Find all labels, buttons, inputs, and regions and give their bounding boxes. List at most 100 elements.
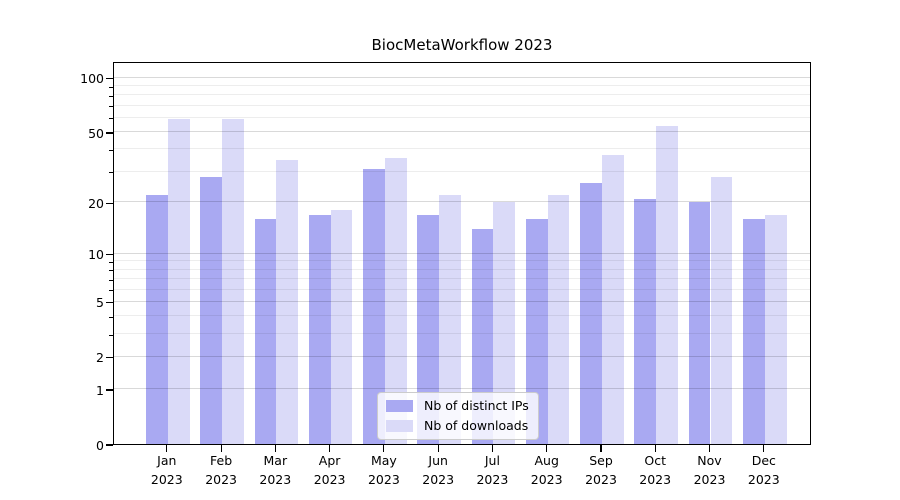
gridline-minor-8	[114, 268, 810, 270]
y-tick-label-100: 100	[80, 71, 104, 87]
gridline-major-10	[114, 252, 810, 254]
y-tick-mark-2	[106, 357, 113, 359]
gridline-minor-4	[114, 315, 810, 317]
x-tick-mark-may	[383, 445, 385, 452]
y-tick-mark-0	[106, 444, 113, 446]
legend-item-distinct-ips: Nb of distinct IPs	[386, 398, 529, 413]
x-tick-label-oct: Oct 2023	[623, 451, 687, 489]
x-tick-label-dec: Dec 2023	[732, 451, 796, 489]
gridline-major-1	[114, 388, 810, 389]
x-tick-mark-jan	[166, 445, 168, 452]
x-tick-month: Feb	[210, 453, 233, 468]
x-tick-month: Sep	[589, 453, 613, 468]
y-tick-label-20: 20	[88, 195, 104, 211]
x-tick-year: 2023	[367, 472, 400, 487]
gridline-minor-70	[114, 104, 810, 106]
bar-feb-ips	[200, 176, 223, 444]
legend-swatch-distinct-ips	[386, 399, 413, 412]
x-tick-year: 2023	[639, 472, 672, 487]
y-tick-mark-20	[106, 202, 113, 204]
bar-jan-downloads	[167, 119, 190, 444]
y-minor-tick-mark-80	[109, 95, 113, 97]
bar-aug-downloads	[547, 195, 570, 444]
bar-oct-downloads	[656, 126, 678, 444]
x-tick-label-apr: Apr 2023	[298, 451, 362, 489]
legend-item-downloads: Nb of downloads	[386, 418, 529, 433]
bar-mar-downloads	[276, 159, 299, 444]
bar-jun-ips	[417, 214, 440, 444]
legend: Nb of distinct IPs Nb of downloads	[377, 392, 539, 440]
x-tick-year: 2023	[422, 472, 455, 487]
y-tick-mark-5	[106, 302, 113, 304]
x-tick-month: Jul	[484, 453, 500, 468]
x-tick-month: Apr	[318, 453, 341, 468]
x-tick-month: Jan	[157, 453, 177, 468]
bar-feb-downloads	[222, 119, 244, 444]
legend-label-downloads: Nb of downloads	[424, 418, 529, 433]
x-tick-year: 2023	[530, 472, 563, 487]
x-tick-month: May	[370, 453, 397, 468]
x-tick-month: Dec	[751, 453, 776, 468]
x-tick-year: 2023	[747, 472, 780, 487]
bar-may-ips	[363, 169, 385, 444]
gridline-major-50	[114, 131, 810, 132]
gridline-minor-7	[114, 278, 810, 279]
x-tick-mark-jun	[437, 445, 439, 452]
x-tick-label-sep: Sep 2023	[569, 451, 633, 489]
x-tick-year: 2023	[259, 472, 292, 487]
x-tick-month: Jun	[428, 453, 448, 468]
y-tick-label-50: 50	[88, 125, 104, 141]
y-minor-tick-mark-4	[109, 316, 113, 318]
bar-sep-ips	[580, 182, 602, 444]
y-minor-tick-mark-70	[109, 106, 113, 108]
x-tick-mark-feb	[220, 445, 222, 452]
y-minor-tick-mark-40	[109, 149, 113, 151]
x-tick-label-nov: Nov 2023	[678, 451, 742, 489]
x-tick-mark-sep	[600, 445, 602, 452]
y-tick-label-5: 5	[96, 295, 104, 311]
gridline-minor-90	[114, 85, 810, 87]
x-tick-label-aug: Aug 2023	[515, 451, 579, 489]
x-tick-year: 2023	[313, 472, 346, 487]
x-tick-year: 2023	[585, 472, 617, 487]
y-minor-tick-mark-90	[109, 86, 113, 88]
x-tick-mark-jul	[491, 445, 493, 452]
bar-jul-ips	[471, 229, 494, 444]
x-tick-label-jun: Jun 2023	[406, 451, 470, 489]
gridline-minor-60	[114, 116, 810, 118]
gridline-major-20	[114, 201, 810, 203]
x-tick-label-feb: Feb 2023	[189, 451, 253, 489]
bar-sep-downloads	[602, 155, 624, 444]
x-tick-label-jul: Jul 2023	[460, 451, 524, 489]
x-tick-label-mar: Mar 2023	[243, 451, 307, 489]
x-tick-month: Nov	[697, 453, 722, 468]
gridline-minor-9	[114, 260, 810, 262]
bar-apr-downloads	[330, 210, 353, 444]
chart-title: BiocMetaWorkflow 2023	[371, 36, 553, 54]
y-tick-label-10: 10	[88, 247, 104, 263]
bar-apr-ips	[308, 214, 331, 444]
gridline-minor-30	[114, 170, 810, 172]
y-tick-mark-100	[106, 78, 113, 80]
bar-jul-downloads	[493, 202, 516, 444]
x-tick-month: Mar	[263, 453, 288, 468]
x-tick-mark-oct	[654, 445, 656, 452]
y-minor-tick-mark-3	[109, 334, 113, 336]
x-tick-month: Oct	[644, 453, 666, 468]
bar-oct-ips	[634, 198, 657, 444]
y-minor-tick-mark-7	[109, 279, 113, 281]
y-minor-tick-mark-60	[109, 118, 113, 120]
x-tick-label-may: May 2023	[352, 451, 416, 489]
bar-jan-ips	[146, 195, 168, 444]
gridline-major-2	[114, 355, 810, 357]
gridline-minor-40	[114, 148, 810, 150]
y-minor-tick-mark-6	[109, 290, 113, 292]
gridline-major-5	[114, 300, 810, 302]
y-tick-label-1: 1	[96, 382, 104, 398]
x-tick-mark-mar	[274, 445, 276, 452]
x-tick-mark-dec	[763, 445, 765, 452]
bar-jun-downloads	[439, 195, 461, 444]
x-tick-year: 2023	[150, 472, 183, 487]
gridline-minor-6	[114, 288, 810, 290]
plot-area: Nb of distinct IPs Nb of downloads	[113, 62, 811, 445]
